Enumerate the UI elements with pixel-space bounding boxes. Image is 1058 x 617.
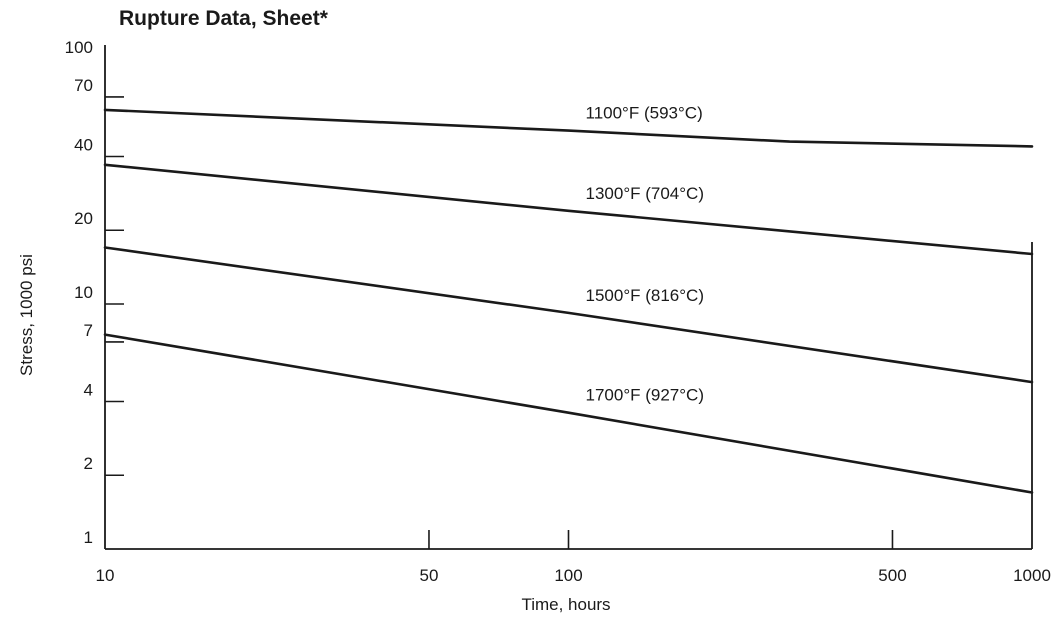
x-tick-label: 50 [420, 566, 439, 585]
y-tick-label: 100 [65, 38, 93, 57]
series-label-2: 1300°F (704°C) [586, 184, 705, 203]
chart-title: Rupture Data, Sheet* [119, 7, 328, 30]
y-tick-label: 7 [84, 321, 93, 340]
series-line-2 [103, 163, 1034, 256]
x-tick-label: 500 [878, 566, 906, 585]
series-line-1 [103, 108, 1034, 148]
series-line-3 [103, 246, 1034, 384]
x-tick-label: 100 [554, 566, 582, 585]
x-axis-label: Time, hours [521, 595, 611, 614]
x-tick-label: 1000 [1013, 566, 1051, 585]
series-label-4: 1700°F (927°C) [586, 386, 705, 405]
y-tick-label: 10 [74, 283, 93, 302]
y-tick-label: 4 [84, 380, 93, 399]
y-tick-label: 70 [74, 76, 93, 95]
series-label-3: 1500°F (816°C) [586, 286, 705, 305]
series-labels: 1100°F (593°C) 1300°F (704°C) 1500°F (816°… [586, 104, 705, 405]
y-tick-label: 2 [84, 454, 93, 473]
series-lines [103, 108, 1034, 494]
x-axis-ticks: 10 50 100 500 1000 [96, 530, 1051, 585]
series-line-4 [103, 333, 1034, 494]
y-axis-ticks: 1 2 4 7 10 20 40 70 100 [65, 38, 124, 547]
x-tick-label: 10 [96, 566, 115, 585]
y-tick-label: 20 [74, 209, 93, 228]
series-label-1: 1100°F (593°C) [586, 104, 703, 123]
y-tick-label: 40 [74, 135, 93, 154]
y-tick-label: 1 [84, 528, 93, 547]
plot-frame [104, 45, 1033, 550]
